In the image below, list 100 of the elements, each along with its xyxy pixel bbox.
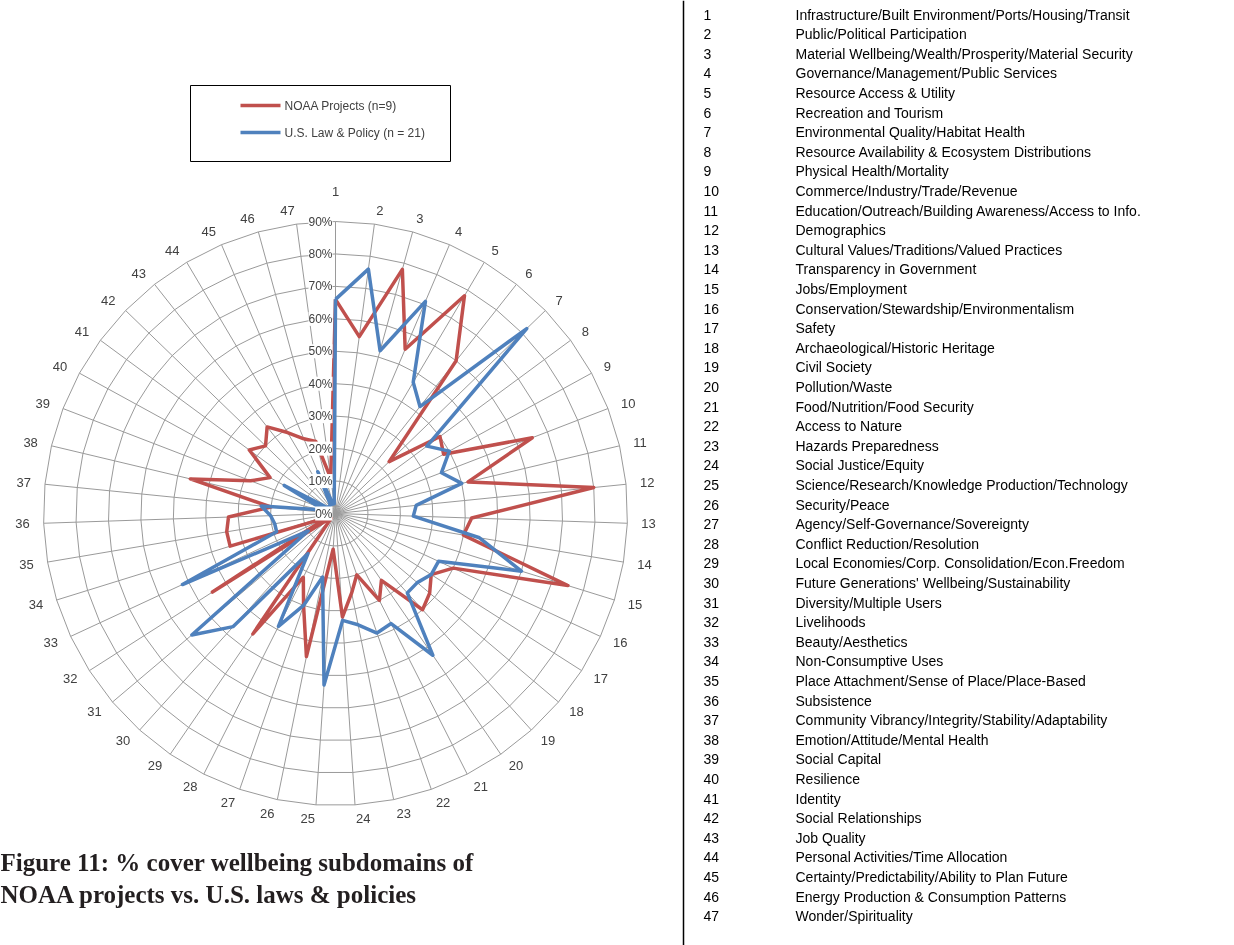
text: Commerce/Industry/Trade/Revenue: [795, 182, 1018, 199]
category-label: 20: [703, 378, 720, 395]
category-label: 2: [703, 26, 712, 43]
category-label: 18: [703, 339, 720, 356]
text: Recreation and Tourism: [795, 104, 944, 121]
text: Social Capital: [795, 751, 882, 768]
y-tick-label: 50%: [308, 344, 333, 359]
text: Community Vibrancy/Integrity/Stability/Adaptability: [795, 712, 1108, 729]
spoke-label: 17: [593, 670, 608, 686]
spoke-label: 14: [637, 556, 652, 572]
category-label: 29: [703, 555, 720, 572]
spoke-label: 26: [260, 805, 275, 821]
category-label: 47: [703, 908, 720, 925]
spoke-label: 27: [220, 795, 236, 811]
text: Wonder/Spirituality: [795, 908, 913, 925]
spoke-label: 37: [16, 475, 32, 491]
category-label: 1: [703, 6, 712, 23]
text: Safety: [795, 320, 836, 337]
text: Beauty/Aesthetics: [795, 633, 908, 650]
spoke-label: 6: [525, 265, 533, 281]
category-label: 9: [703, 163, 712, 180]
text: Education/Outreach/Building Awareness/Access to Info.: [795, 202, 1141, 219]
spoke-label: 35: [19, 556, 34, 572]
y-tick-label: 10%: [308, 474, 333, 489]
spoke-label: 45: [201, 224, 217, 240]
text: Non-Consumptive Uses: [795, 653, 944, 670]
category-label: 21: [703, 398, 720, 415]
text: Resource Availability & Ecosystem Distributions: [795, 143, 1091, 160]
category-label: 31: [703, 594, 720, 611]
category-label: 35: [703, 672, 720, 689]
spoke-label: 9: [603, 358, 612, 374]
spoke-label: 20: [508, 758, 524, 774]
text: Social Justice/Equity: [795, 457, 924, 474]
category-label: 25: [703, 476, 720, 493]
legend-label: U.S. Law & Policy (n = 21): [284, 125, 425, 140]
category-label: 12: [703, 222, 720, 239]
text: Infrastructure/Built Environment/Ports/Housing/Transit: [795, 6, 1130, 23]
y-tick-label: 0%: [315, 506, 333, 521]
spoke-label: 7: [555, 293, 563, 309]
spoke-label: 3: [416, 210, 424, 226]
category-label: 4: [703, 65, 712, 82]
category-label: 36: [703, 692, 720, 709]
text: Pollution/Waste: [795, 378, 893, 395]
text: Public/Political Participation: [795, 26, 967, 43]
spoke-label: 36: [15, 516, 30, 532]
text: Livelihoods: [795, 614, 866, 631]
text: Emotion/Attitude/Mental Health: [795, 731, 989, 748]
text: Transparency in Government: [795, 261, 977, 278]
y-tick-label: 60%: [308, 311, 333, 326]
text: Civil Society: [795, 359, 872, 376]
spoke-label: 39: [35, 396, 50, 412]
spoke-label: 43: [131, 265, 146, 281]
spoke-label: 19: [540, 732, 556, 748]
text: Cultural Values/Traditions/Valued Practices: [795, 241, 1063, 258]
spoke-label: 22: [435, 795, 451, 811]
category-label: 43: [703, 829, 720, 846]
text: Security/Peace: [795, 496, 890, 513]
text: Identity: [795, 790, 841, 807]
category-label: 37: [703, 712, 720, 729]
text: Physical Health/Mortality: [795, 163, 949, 180]
text: Job Quality: [795, 829, 866, 846]
spoke-label: 18: [569, 703, 584, 719]
category-label: 38: [703, 731, 720, 748]
text: Material Wellbeing/Wealth/Prosperity/Material Security: [795, 45, 1133, 62]
spoke-label: 1: [331, 184, 340, 199]
category-label: 44: [703, 849, 720, 866]
category-label: 8: [703, 143, 712, 160]
category-label: 7: [703, 124, 712, 141]
spoke-label: 11: [633, 435, 647, 451]
text: Conflict Reduction/Resolution: [795, 535, 980, 552]
category-label: 19: [703, 359, 720, 376]
category-label: 22: [703, 418, 720, 435]
spoke-label: 24: [355, 811, 371, 827]
spoke-label: 38: [23, 435, 38, 451]
category-label: 5: [703, 84, 712, 101]
text: Figure 11: % cover wellbeing subdomains of NOAA projects vs. U.S. laws & policies: [0, 849, 474, 908]
category-label: 6: [703, 104, 712, 121]
y-tick-label: 70%: [308, 279, 333, 294]
text: Conservation/Stewardship/Environmentalism: [795, 300, 1075, 317]
category-label: 13: [703, 241, 720, 258]
text: Science/Research/Knowledge Production/Technology: [795, 476, 1128, 493]
category-label: 17: [703, 320, 720, 337]
text: Subsistence: [795, 692, 872, 709]
spoke-label: 25: [300, 811, 316, 827]
category-label: 23: [703, 437, 720, 454]
spoke-label: 30: [115, 732, 131, 748]
category-label: 30: [703, 574, 720, 591]
category-label: 3: [703, 45, 712, 62]
text: Food/Nutrition/Food Security: [795, 398, 974, 415]
spoke-label: 47: [280, 202, 295, 218]
text: Energy Production & Consumption Patterns: [795, 888, 1067, 905]
category-label: 14: [703, 261, 720, 278]
category-label: 16: [703, 300, 720, 317]
text: Environmental Quality/Habitat Health: [795, 124, 1026, 141]
spoke-label: 32: [63, 670, 78, 686]
y-tick-label: 30%: [308, 409, 333, 424]
category-label: 11: [703, 202, 719, 219]
spoke-label: 8: [581, 324, 590, 340]
spoke-label: 23: [396, 805, 411, 821]
category-label: 26: [703, 496, 720, 513]
